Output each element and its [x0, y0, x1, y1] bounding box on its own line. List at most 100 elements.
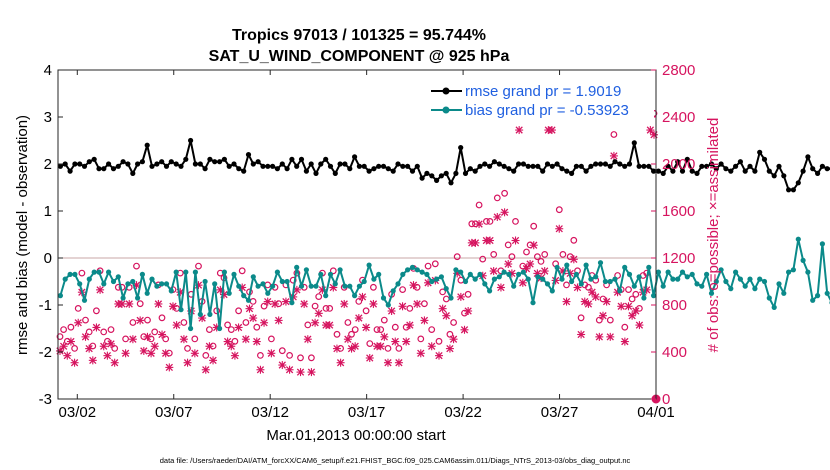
series-0-point — [757, 149, 763, 155]
series-1-point — [327, 271, 334, 277]
obs-possible-marker — [147, 335, 155, 343]
obs-possible-marker — [570, 236, 578, 244]
y-tick-label: 0 — [44, 250, 52, 267]
series-1-point — [289, 300, 295, 306]
obs-assimilated-marker — [103, 351, 112, 360]
x-tick-label: 03/27 — [541, 404, 579, 421]
series-1-point — [356, 283, 362, 289]
series-1-point — [130, 278, 136, 285]
obs-possible-marker — [446, 330, 454, 338]
obs-assimilated-marker — [227, 342, 236, 351]
series-0-point — [472, 168, 478, 174]
obs-possible-marker — [92, 307, 100, 315]
series-1-point — [159, 281, 165, 287]
obs-possible-marker — [326, 305, 334, 312]
series-1-point — [139, 271, 145, 277]
series-1-point — [303, 267, 309, 273]
x-tick-label: 03/22 — [444, 404, 482, 421]
obs-possible-marker — [512, 217, 519, 225]
series-1-point — [81, 297, 88, 303]
obs-possible-marker — [297, 354, 304, 362]
obs-assimilated-marker — [285, 365, 294, 374]
series-0-point — [135, 161, 141, 167]
obs-assimilated-marker — [383, 358, 392, 367]
series-0-point — [448, 180, 454, 186]
x-tick-label: 04/01 — [637, 404, 675, 421]
obs-possible-marker — [315, 293, 323, 301]
series-0-point — [636, 163, 642, 169]
obs-assimilated-marker — [125, 299, 134, 308]
series-0-point — [366, 168, 372, 174]
obs-assimilated-marker — [281, 297, 290, 306]
series-0-point — [197, 161, 203, 167]
series-0-point — [289, 156, 295, 162]
series-0-point — [487, 163, 493, 169]
obs-possible-marker — [483, 217, 490, 225]
obs-possible-marker — [577, 314, 585, 322]
obs-possible-marker — [585, 283, 592, 291]
series-1-point — [352, 293, 358, 299]
obs-possible-marker — [541, 250, 549, 258]
obs-possible-marker — [151, 328, 159, 336]
series-1-point — [453, 267, 459, 273]
obs-possible-marker — [362, 307, 370, 315]
series-1-point — [236, 283, 242, 289]
obs-possible-marker — [453, 253, 461, 261]
obs-possible-marker — [501, 189, 509, 197]
series-0-point — [429, 173, 435, 179]
obs-assimilated-marker — [303, 335, 312, 344]
obs-assimilated-marker — [81, 332, 90, 341]
obs-assimilated-marker — [369, 299, 378, 308]
right-y-tick-label: 2400 — [662, 109, 695, 126]
obs-assimilated-marker — [183, 358, 192, 367]
series-0-point — [737, 159, 744, 165]
obs-assimilated-marker — [591, 292, 600, 301]
series-1-point — [815, 293, 821, 299]
series-0-point — [376, 163, 382, 169]
obs-possible-marker — [205, 326, 213, 334]
y-tick-label: -2 — [39, 344, 52, 361]
series-1-point — [250, 274, 256, 280]
obs-assimilated-marker — [179, 335, 188, 344]
series-0-point — [569, 170, 575, 176]
obs-possible-marker — [424, 262, 432, 270]
obs-possible-marker — [107, 326, 115, 334]
obs-assimilated-marker — [351, 342, 360, 351]
y-tick-label: -3 — [39, 391, 52, 408]
series-0-point — [824, 166, 830, 172]
obs-possible-marker — [508, 253, 516, 261]
obs-assimilated-marker — [74, 318, 83, 327]
obs-possible-marker — [100, 328, 108, 336]
series-0-point — [694, 170, 700, 176]
series-1-point — [761, 278, 768, 285]
obs-possible-marker — [67, 323, 75, 331]
obs-assimilated-marker — [271, 299, 280, 308]
series-0-point — [501, 163, 507, 169]
series-0-point — [766, 168, 772, 174]
series-1-point — [212, 281, 218, 287]
series-1-point — [154, 283, 160, 289]
x-axis-label: Mar.01,2013 00:00:00 start — [266, 427, 446, 444]
obs-possible-marker — [122, 335, 129, 343]
series-1-point — [323, 293, 329, 299]
series-1-point — [800, 257, 806, 263]
obs-assimilated-marker — [107, 339, 116, 348]
series-0-point — [342, 161, 348, 167]
series-1-point — [660, 283, 666, 289]
obs-possible-marker — [563, 281, 570, 289]
obs-possible-marker — [308, 354, 315, 362]
series-1-point — [752, 286, 758, 292]
series-0-point — [612, 159, 618, 165]
obs-assimilated-marker — [260, 318, 269, 327]
series-0-point — [332, 170, 338, 176]
obs-possible-marker — [322, 305, 330, 312]
series-1-point — [458, 269, 464, 275]
series-0-point — [742, 168, 748, 174]
obs-possible-marker — [504, 241, 512, 249]
obs-assimilated-marker — [555, 224, 564, 233]
obs-possible-marker — [479, 255, 487, 263]
series-0-point — [130, 170, 136, 176]
obs-possible-marker — [417, 335, 425, 343]
series-0-point — [163, 163, 170, 169]
obs-assimilated-marker — [562, 297, 571, 306]
